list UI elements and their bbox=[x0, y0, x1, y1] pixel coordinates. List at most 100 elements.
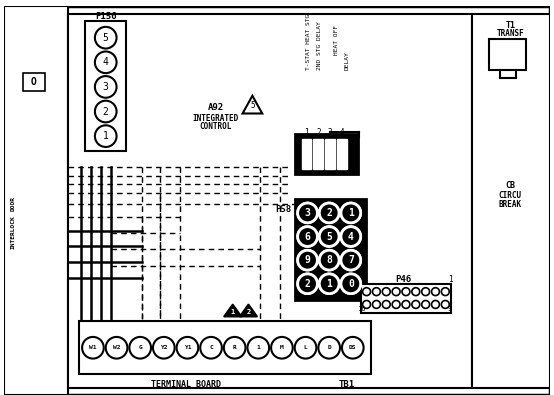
Text: T1: T1 bbox=[505, 21, 515, 30]
Bar bbox=[489, 39, 526, 70]
Circle shape bbox=[297, 227, 317, 246]
Circle shape bbox=[442, 288, 449, 295]
Text: TB1: TB1 bbox=[339, 380, 355, 389]
Text: 1: 1 bbox=[103, 131, 109, 141]
Bar bbox=[361, 284, 451, 313]
Bar bbox=[23, 73, 45, 91]
Text: Y1: Y1 bbox=[184, 345, 191, 350]
Circle shape bbox=[341, 227, 361, 246]
Text: 2: 2 bbox=[316, 128, 321, 137]
Text: 1: 1 bbox=[348, 208, 354, 218]
Circle shape bbox=[342, 337, 363, 359]
Circle shape bbox=[319, 227, 339, 246]
Circle shape bbox=[372, 301, 381, 308]
Text: G: G bbox=[138, 345, 142, 350]
Text: 1: 1 bbox=[257, 345, 260, 350]
Circle shape bbox=[341, 203, 361, 223]
Circle shape bbox=[372, 288, 381, 295]
Text: P58: P58 bbox=[275, 205, 291, 214]
Circle shape bbox=[341, 250, 361, 270]
Circle shape bbox=[341, 250, 361, 270]
Circle shape bbox=[341, 274, 361, 293]
Circle shape bbox=[319, 274, 339, 293]
Bar bbox=[314, 139, 324, 169]
Text: INTEGRATED: INTEGRATED bbox=[193, 114, 239, 123]
Circle shape bbox=[412, 288, 420, 295]
Text: DELAY: DELAY bbox=[345, 51, 350, 70]
Circle shape bbox=[95, 101, 116, 122]
Circle shape bbox=[95, 125, 116, 147]
Text: D: D bbox=[327, 345, 331, 350]
Text: 3: 3 bbox=[305, 208, 310, 218]
Circle shape bbox=[295, 337, 316, 359]
Text: 1: 1 bbox=[326, 279, 332, 289]
Circle shape bbox=[392, 288, 400, 295]
Circle shape bbox=[341, 203, 361, 223]
Circle shape bbox=[297, 274, 317, 293]
Text: 8: 8 bbox=[361, 275, 366, 284]
Text: 2: 2 bbox=[103, 107, 109, 117]
Bar bbox=[301, 139, 311, 169]
Text: 7: 7 bbox=[348, 255, 354, 265]
Circle shape bbox=[297, 203, 317, 223]
Text: R: R bbox=[233, 345, 237, 350]
Circle shape bbox=[319, 203, 339, 223]
Circle shape bbox=[319, 250, 339, 270]
Circle shape bbox=[248, 337, 269, 359]
Circle shape bbox=[319, 250, 339, 270]
Bar bbox=[337, 139, 347, 169]
Text: 9: 9 bbox=[305, 255, 310, 265]
Circle shape bbox=[432, 288, 439, 295]
Circle shape bbox=[106, 337, 127, 359]
Text: 8: 8 bbox=[326, 255, 332, 265]
Bar bbox=[295, 199, 366, 299]
Text: P156: P156 bbox=[95, 11, 116, 21]
Circle shape bbox=[432, 301, 439, 308]
Circle shape bbox=[341, 227, 361, 246]
Text: 1: 1 bbox=[448, 275, 453, 284]
Circle shape bbox=[382, 288, 390, 295]
Circle shape bbox=[153, 337, 175, 359]
Text: 0: 0 bbox=[348, 279, 354, 289]
Text: 4: 4 bbox=[103, 57, 109, 67]
Text: CB: CB bbox=[505, 181, 515, 190]
Circle shape bbox=[224, 337, 245, 359]
Circle shape bbox=[319, 274, 339, 293]
Text: 3: 3 bbox=[103, 82, 109, 92]
Text: TERMINAL BOARD: TERMINAL BOARD bbox=[151, 380, 222, 389]
Text: BREAK: BREAK bbox=[499, 199, 522, 209]
Text: 16: 16 bbox=[357, 307, 366, 312]
Polygon shape bbox=[239, 304, 257, 317]
Text: T-STAT HEAT STG: T-STAT HEAT STG bbox=[306, 14, 311, 70]
Text: 5: 5 bbox=[250, 101, 255, 110]
Text: M: M bbox=[280, 345, 284, 350]
Text: Y2: Y2 bbox=[160, 345, 167, 350]
Bar bbox=[472, 14, 550, 388]
Circle shape bbox=[363, 301, 371, 308]
Circle shape bbox=[271, 337, 293, 359]
Text: 4: 4 bbox=[348, 231, 354, 241]
Bar bbox=[4, 6, 22, 395]
Circle shape bbox=[129, 337, 151, 359]
Text: 6: 6 bbox=[305, 231, 310, 241]
Circle shape bbox=[200, 337, 222, 359]
Text: TRANSF: TRANSF bbox=[496, 29, 524, 38]
Circle shape bbox=[297, 227, 317, 246]
Bar bbox=[4, 6, 68, 395]
Text: 4: 4 bbox=[340, 128, 344, 137]
Bar bbox=[85, 21, 126, 151]
Text: P46: P46 bbox=[395, 275, 411, 284]
Text: 2ND STG DELAY: 2ND STG DELAY bbox=[317, 21, 322, 70]
Circle shape bbox=[341, 274, 361, 293]
Text: W2: W2 bbox=[113, 345, 120, 350]
Text: 3: 3 bbox=[328, 128, 332, 137]
Bar bbox=[295, 134, 358, 173]
Circle shape bbox=[382, 301, 390, 308]
Bar bbox=[79, 321, 371, 374]
Text: CIRCU: CIRCU bbox=[499, 191, 522, 200]
Circle shape bbox=[82, 337, 104, 359]
Circle shape bbox=[319, 227, 339, 246]
Circle shape bbox=[95, 27, 116, 49]
Text: 2: 2 bbox=[305, 279, 310, 289]
Circle shape bbox=[402, 288, 410, 295]
